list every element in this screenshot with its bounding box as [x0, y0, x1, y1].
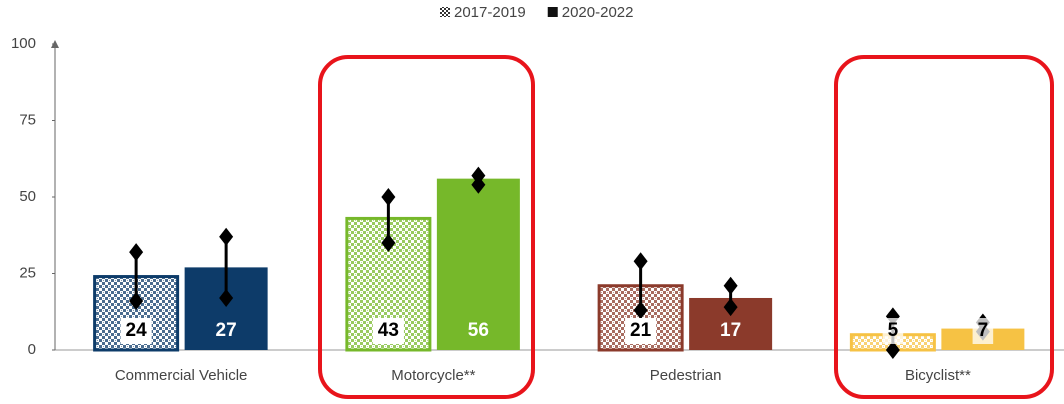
y-tick-label: 100 — [11, 35, 36, 52]
data-label-box — [372, 318, 404, 344]
data-label: 43 — [378, 320, 399, 341]
error-cap — [633, 301, 648, 320]
highlight-box — [318, 55, 535, 399]
error-cap — [381, 233, 396, 252]
error-cap — [219, 288, 234, 307]
error-cap — [471, 175, 486, 194]
y-tick-label: 25 — [19, 264, 36, 281]
data-label: 56 — [468, 320, 489, 341]
data-label: 7 — [978, 320, 989, 341]
data-label-box — [625, 318, 657, 344]
error-cap — [723, 298, 738, 317]
data-label: 5 — [888, 320, 899, 341]
y-tick-label: 75 — [19, 111, 36, 128]
x-tick-label: Motorcycle** — [391, 367, 475, 384]
x-tick-label: Commercial Vehicle — [115, 367, 248, 384]
data-label: 27 — [216, 320, 237, 341]
error-cap — [723, 276, 738, 295]
legend-swatch — [440, 7, 450, 17]
y-tick-label: 50 — [19, 188, 36, 205]
legend-swatch — [547, 7, 558, 17]
y-tick-label: 0 — [28, 341, 36, 358]
data-label: 17 — [720, 320, 741, 341]
error-cap — [633, 252, 648, 271]
error-cap — [219, 227, 234, 246]
error-cap — [129, 243, 144, 262]
data-label: 24 — [126, 320, 148, 341]
error-cap — [381, 188, 396, 206]
data-label: 21 — [630, 320, 652, 341]
error-cap — [885, 341, 900, 359]
legend-label: 2017-2019 — [454, 4, 526, 21]
legend-label: 2020-2022 — [562, 4, 634, 21]
highlight-box — [834, 55, 1054, 399]
error-cap — [129, 292, 144, 311]
x-tick-label: Bicyclist** — [905, 367, 971, 384]
data-label-box — [120, 318, 152, 344]
error-cap — [471, 166, 486, 185]
data-label-box — [972, 318, 994, 344]
bar — [436, 178, 520, 350]
x-tick-label: Pedestrian — [650, 367, 722, 384]
data-label-box — [882, 318, 904, 344]
